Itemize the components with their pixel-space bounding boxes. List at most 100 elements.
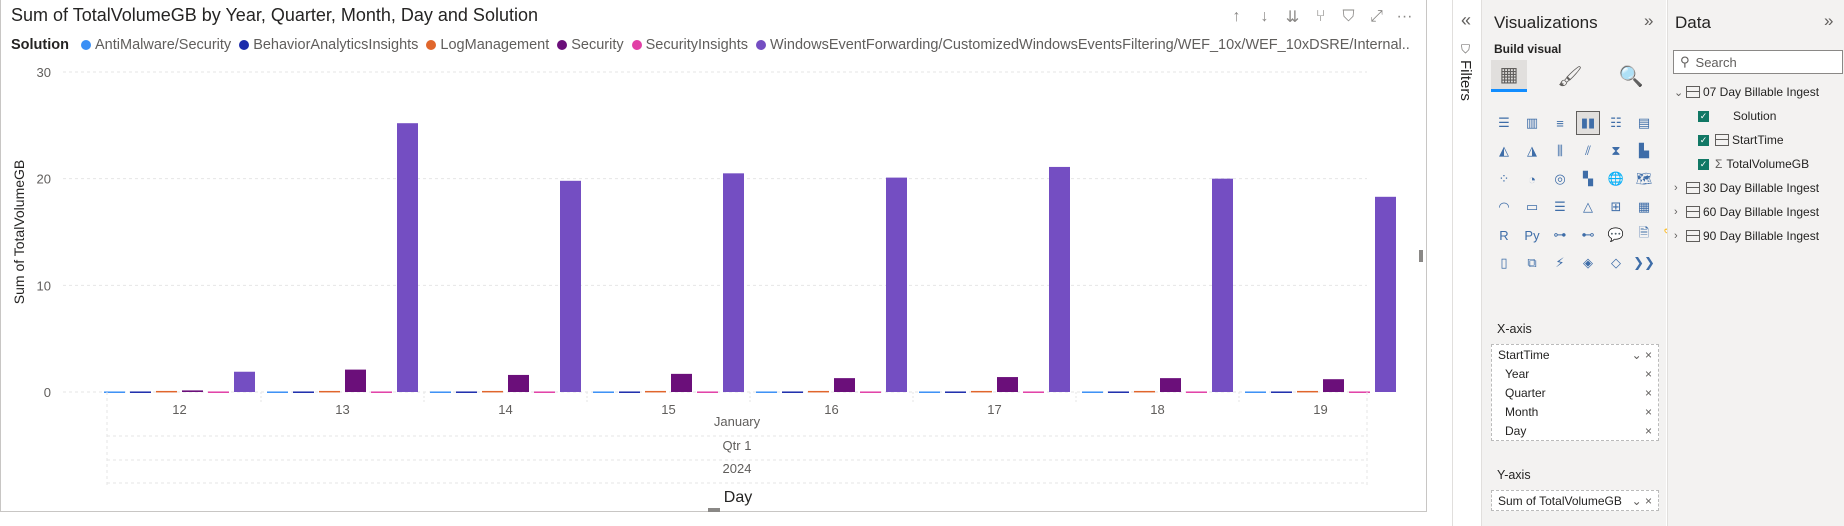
- legend-item-label: WindowsEventForwarding/CustomizedWindows…: [770, 37, 1411, 53]
- chevrons-icon[interactable]: ❯❯: [1633, 255, 1655, 270]
- legend-item-label: AntiMalware/Security: [95, 37, 232, 53]
- arcgis-icon[interactable]: ◈: [1583, 255, 1593, 270]
- power-apps-icon[interactable]: ⧉: [1527, 255, 1537, 270]
- clustered-column-icon[interactable]: ▮▮: [1576, 111, 1600, 135]
- x-tick-label: 18: [1150, 402, 1164, 417]
- table-icon[interactable]: ▦: [1637, 199, 1651, 214]
- filled-map-icon[interactable]: 🗺: [1635, 171, 1653, 186]
- data-table-row[interactable]: › 30 Day Billable Ingest: [1674, 178, 1819, 198]
- r-script-icon[interactable]: R: [1499, 227, 1509, 243]
- field-checkbox[interactable]: ✓: [1698, 134, 1709, 146]
- data-title: Data: [1675, 13, 1711, 32]
- resize-handle-right[interactable]: [1419, 250, 1423, 262]
- card-icon[interactable]: ▭: [1525, 199, 1539, 214]
- analytics-icon[interactable]: 🔍: [1618, 65, 1644, 88]
- map-icon[interactable]: 🌐: [1607, 171, 1625, 186]
- sublevel-label: Day: [1505, 423, 1527, 438]
- slicer-icon[interactable]: ⊞: [1610, 199, 1622, 214]
- multi-row-card-icon[interactable]: ☰: [1554, 199, 1566, 214]
- gauge-icon[interactable]: ◠: [1498, 199, 1510, 214]
- clustered-bar-icon[interactable]: ≡: [1556, 115, 1564, 131]
- xaxis-sublevel-year[interactable]: Year ×: [1492, 364, 1658, 383]
- remove-field-icon[interactable]: ×: [1644, 493, 1652, 508]
- chevron-down-icon[interactable]: ⌄: [1674, 86, 1684, 99]
- bar-behavioranalyticsinsights: [456, 391, 477, 393]
- filters-pane-collapsed[interactable]: « ⛉ Filters: [1452, 0, 1480, 526]
- power-automate-icon[interactable]: ⚡: [1555, 255, 1565, 270]
- remove-field-icon[interactable]: ×: [1644, 404, 1652, 419]
- legend-swatch: [81, 40, 91, 50]
- arrow-up-icon[interactable]: ↑: [1232, 8, 1241, 25]
- waterfall-icon[interactable]: ▙: [1639, 143, 1649, 158]
- area-chart-icon[interactable]: ◭: [1499, 143, 1509, 158]
- remove-field-icon[interactable]: ×: [1644, 366, 1652, 381]
- filters-expand-icon[interactable]: «: [1461, 10, 1472, 30]
- pie-chart-icon[interactable]: ◔: [1528, 171, 1536, 187]
- python-visual-icon[interactable]: Py: [1524, 227, 1540, 243]
- remove-field-icon[interactable]: ×: [1644, 385, 1652, 400]
- stacked-bar-icon[interactable]: ☰: [1498, 115, 1510, 130]
- line-stacked-column-icon[interactable]: ⫽: [1585, 143, 1591, 158]
- smart-narrative-icon[interactable]: 🗎: [1638, 225, 1650, 240]
- remove-field-icon[interactable]: ×: [1644, 347, 1652, 362]
- yaxis-well[interactable]: Sum of TotalVolumeGB ⌄ ×: [1491, 490, 1659, 511]
- field-checkbox[interactable]: ✓: [1698, 158, 1709, 170]
- legend-item[interactable]: SecurityInsights: [631, 37, 748, 53]
- xaxis-sublevel-day[interactable]: Day ×: [1492, 421, 1658, 440]
- remove-field-icon[interactable]: ×: [1644, 423, 1652, 438]
- data-search-input[interactable]: ⚲ Search: [1673, 50, 1843, 74]
- chevron-right-icon[interactable]: ›: [1674, 182, 1678, 194]
- stacked-column-icon[interactable]: ▥: [1525, 115, 1539, 130]
- key-influencers-icon[interactable]: ⊶: [1553, 227, 1567, 242]
- field-checkbox[interactable]: ✓: [1698, 110, 1709, 122]
- filter-icon[interactable]: ⛉: [1342, 8, 1355, 25]
- bar-securityinsights: [371, 391, 392, 393]
- legend-item[interactable]: Security: [557, 37, 624, 53]
- legend-item[interactable]: BehaviorAnalyticsInsights: [239, 37, 418, 53]
- qa-icon[interactable]: 💬: [1607, 227, 1625, 242]
- data-collapse-icon[interactable]: »: [1824, 11, 1834, 30]
- treemap-icon[interactable]: ▚: [1583, 171, 1593, 186]
- donut-icon[interactable]: ◎: [1554, 171, 1566, 186]
- format-visual-icon[interactable]: 🖌: [1557, 65, 1583, 88]
- arrow-down-icon[interactable]: ↓: [1260, 8, 1269, 25]
- chevron-right-icon[interactable]: ›: [1674, 230, 1678, 242]
- yaxis-field-totalvolumegb[interactable]: Sum of TotalVolumeGB ⌄ ×: [1492, 491, 1658, 510]
- visualizations-collapse-icon[interactable]: »: [1644, 11, 1654, 30]
- chevron-down-icon[interactable]: ⌄: [1631, 347, 1642, 362]
- chevron-right-icon[interactable]: ›: [1674, 206, 1678, 218]
- data-table-row[interactable]: ⌄ 07 Day Billable Ingest: [1674, 82, 1819, 102]
- 100-stacked-column-icon[interactable]: ▤: [1637, 115, 1651, 130]
- xaxis-sublevel-quarter[interactable]: Quarter ×: [1492, 383, 1658, 402]
- line-clustered-column-icon[interactable]: ⫼: [1557, 143, 1563, 158]
- data-table-row[interactable]: › 60 Day Billable Ingest: [1674, 202, 1819, 222]
- filters-label[interactable]: Filters: [1457, 60, 1474, 101]
- data-field-row[interactable]: ✓ StartTime: [1698, 130, 1784, 150]
- diamond-icon[interactable]: ◇: [1611, 255, 1621, 270]
- xaxis-field-starttime[interactable]: StartTime ⌄ ×: [1492, 345, 1658, 364]
- ribbon-chart-icon[interactable]: ⧗: [1611, 143, 1621, 158]
- more-options-icon[interactable]: ···: [1396, 8, 1413, 25]
- 100-stacked-bar-icon[interactable]: ☷: [1610, 115, 1622, 130]
- stacked-area-icon[interactable]: ◮: [1527, 143, 1537, 158]
- legend-item[interactable]: LogManagement: [426, 37, 549, 53]
- expand-hierarchy-icon[interactable]: ⑂: [1315, 8, 1326, 25]
- legend-item[interactable]: AntiMalware/Security: [81, 37, 231, 53]
- data-field-row[interactable]: ✓ Σ TotalVolumeGB: [1698, 154, 1809, 174]
- xaxis-well[interactable]: StartTime ⌄ × Year × Quarter × Month × Day ×: [1491, 344, 1659, 441]
- kpi-icon[interactable]: △: [1583, 199, 1593, 214]
- table-icon: [1686, 206, 1700, 218]
- chevron-down-icon[interactable]: ⌄: [1631, 493, 1642, 508]
- resize-handle-bottom[interactable]: [708, 508, 720, 512]
- decomposition-tree-icon[interactable]: ⊷: [1581, 227, 1595, 242]
- data-table-row[interactable]: › 90 Day Billable Ingest: [1674, 226, 1819, 246]
- build-visual-icon[interactable]: ▦: [1491, 60, 1527, 92]
- data-field-row[interactable]: ✓ Solution: [1698, 106, 1776, 126]
- report-visual[interactable]: Sum of TotalVolumeGB by Year, Quarter, M…: [0, 0, 1427, 512]
- focus-mode-icon[interactable]: ⤢: [1370, 8, 1383, 25]
- scatter-icon[interactable]: ⁘: [1498, 171, 1510, 186]
- paginated-report-icon[interactable]: ▯: [1500, 255, 1508, 270]
- double-arrow-down-icon[interactable]: ⇊: [1285, 9, 1300, 26]
- legend-item[interactable]: WindowsEventForwarding/CustomizedWindows…: [756, 37, 1411, 53]
- xaxis-sublevel-month[interactable]: Month ×: [1492, 402, 1658, 421]
